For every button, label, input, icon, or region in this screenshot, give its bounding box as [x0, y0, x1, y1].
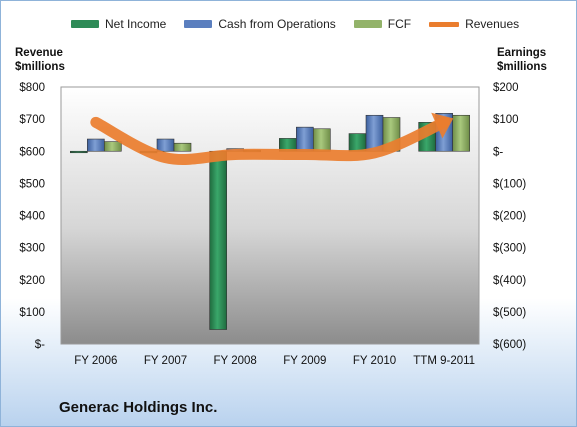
bar-net-income: [348, 133, 367, 152]
bar-net-income: [209, 150, 227, 330]
legend-label-net-income: Net Income: [105, 17, 167, 31]
right-tick-label: $(300): [493, 243, 526, 255]
right-axis-title-line1: Earnings: [497, 47, 547, 59]
plot-area: [60, 86, 480, 345]
left-tick-label: $800: [19, 82, 45, 94]
bar-cash-from-operations: [156, 138, 175, 152]
category-label: FY 2008: [214, 355, 257, 367]
category-label: FY 2010: [353, 355, 396, 367]
left-axis-title-line1: Revenue: [15, 47, 63, 59]
revenues-line: [90, 116, 450, 165]
legend-swatch-net-income: [71, 20, 99, 28]
bar-net-income: [70, 150, 88, 154]
category-label: FY 2007: [144, 355, 187, 367]
legend-label-cash-from-operations: Cash from Operations: [218, 17, 336, 31]
category-label: TTM 9-2011: [413, 355, 475, 367]
left-tick-label: $700: [19, 114, 45, 126]
right-tick-label: $(600): [493, 339, 526, 351]
bar-cash-from-operations: [296, 126, 314, 152]
legend-label-fcf: FCF: [387, 17, 412, 31]
right-axis-title-line2: $millions: [497, 61, 547, 73]
left-tick-label: $300: [19, 243, 45, 255]
legend-swatch-cash-from-operations: [184, 20, 213, 28]
right-tick-label: $(200): [493, 211, 526, 223]
right-tick-label: $(400): [493, 275, 526, 287]
legend-item-cash-from-operations: Cash from Operations: [184, 17, 336, 31]
company-name: Generac Holdings Inc.: [59, 399, 218, 416]
legend-swatch-fcf: [353, 20, 382, 28]
revenues-arrowhead: [431, 112, 454, 139]
left-tick-label: $-: [35, 339, 45, 351]
left-tick-label: $500: [19, 178, 45, 190]
left-axis-title-line2: $millions: [15, 61, 65, 73]
category-label: FY 2009: [283, 355, 326, 367]
legend-item-net-income: Net Income: [71, 17, 166, 31]
left-axis-title: Revenue $millions: [15, 46, 65, 74]
right-tick-label: $100: [493, 114, 519, 126]
category-label: FY 2006: [74, 355, 117, 367]
left-tick-label: $600: [19, 146, 45, 158]
bar-fcf: [104, 141, 122, 152]
right-tick-label: $(100): [493, 178, 526, 190]
right-tick-label: $(500): [493, 307, 526, 319]
right-tick-label: $200: [493, 82, 519, 94]
legend-swatch-revenues: [429, 21, 460, 27]
bar-cash-from-operations: [87, 138, 105, 152]
bar-fcf: [173, 142, 192, 152]
right-tick-label: $-: [493, 146, 503, 158]
bar-fcf: [452, 114, 470, 152]
bar-fcf: [313, 128, 331, 152]
left-tick-label: $200: [19, 275, 45, 287]
legend-item-revenues: Revenues: [429, 17, 519, 31]
legend-item-fcf: FCF: [353, 17, 412, 31]
legend: Net Income Cash from Operations FCF Reve…: [71, 17, 537, 31]
left-tick-label: $100: [19, 307, 45, 319]
legend-label-revenues: Revenues: [465, 17, 520, 31]
right-axis-title: Earnings $millions: [497, 46, 547, 74]
left-tick-label: $400: [19, 211, 45, 223]
